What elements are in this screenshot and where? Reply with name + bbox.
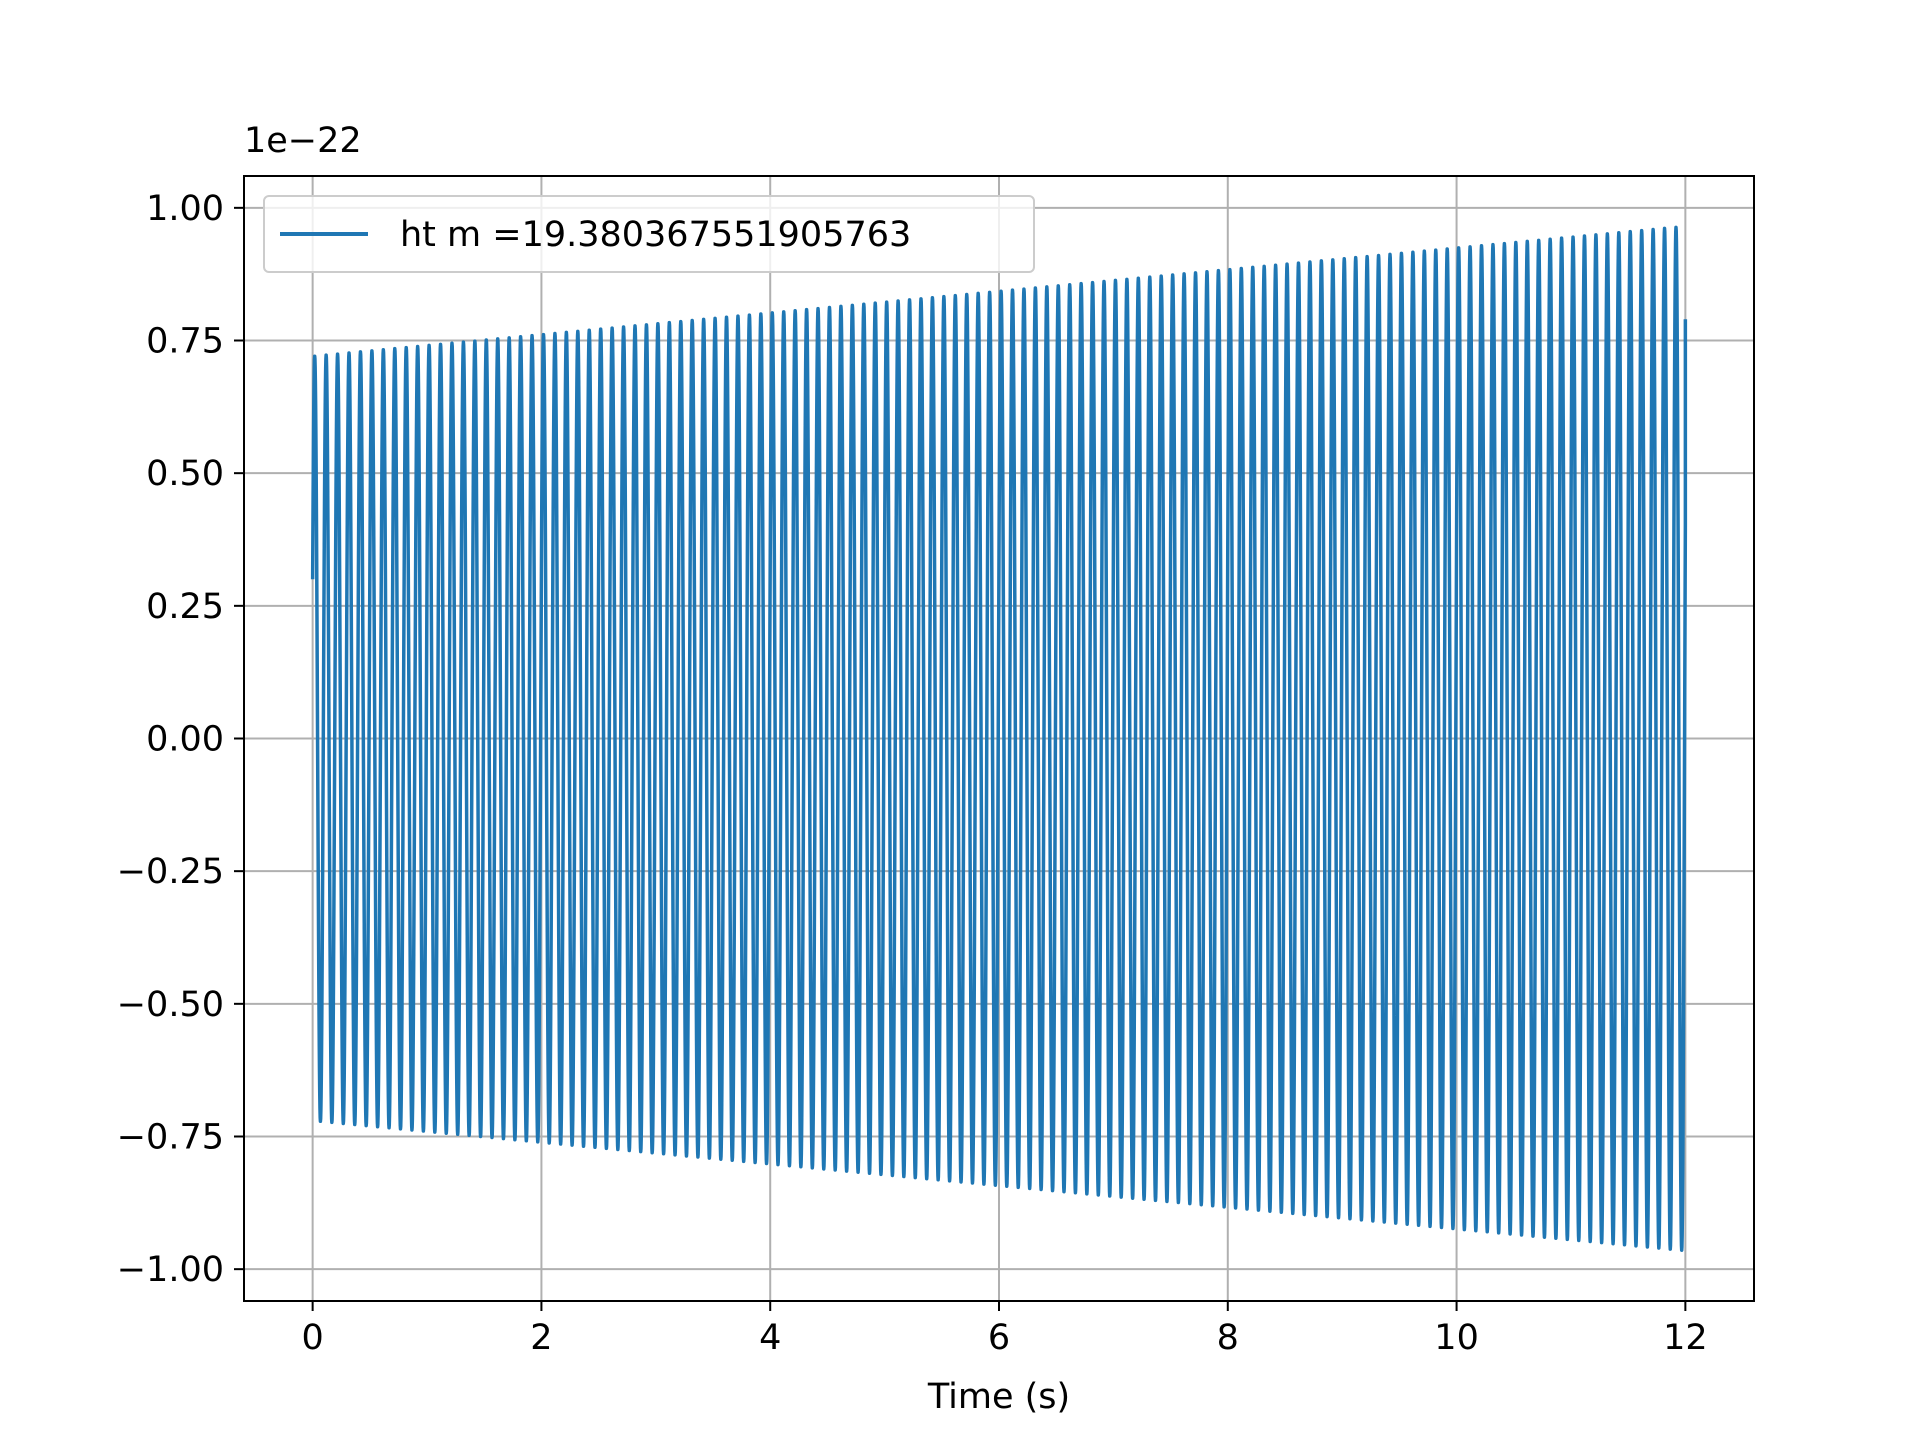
y-tick-label: 0.50 xyxy=(146,454,224,494)
legend-box xyxy=(263,195,1035,273)
y-tick-label: 1.00 xyxy=(146,189,224,229)
series-layer xyxy=(310,225,1688,1252)
x-tick-label: 8 xyxy=(1217,1318,1239,1358)
x-axis: 0 2 4 6 8 10 12 xyxy=(301,1301,1708,1358)
y-tick-label: −0.50 xyxy=(117,985,224,1025)
x-tick-label: 0 xyxy=(301,1318,323,1358)
legend-label: ht m =19.380367551905763 xyxy=(400,215,911,255)
y-axis: 1.00 0.75 0.50 0.25 0.00 −0.25 −0.50 −0.75 −1.00 xyxy=(117,189,244,1290)
y-tick-label: 0.00 xyxy=(146,720,224,760)
series-line xyxy=(310,225,1688,1252)
legend: ht m =19.380367551905763 xyxy=(263,195,1035,273)
x-tick-label: 4 xyxy=(759,1318,781,1358)
y-axis-offset-label: 1e−22 xyxy=(244,121,362,161)
y-tick-label: −0.25 xyxy=(117,852,224,892)
y-tick-label: −1.00 xyxy=(117,1250,224,1290)
x-tick-label: 2 xyxy=(530,1318,552,1358)
x-tick-label: 12 xyxy=(1663,1318,1708,1358)
y-tick-label: 0.75 xyxy=(146,322,224,362)
x-tick-label: 10 xyxy=(1434,1318,1479,1358)
y-tick-label: 0.25 xyxy=(146,587,224,627)
y-tick-label: −0.75 xyxy=(117,1117,224,1157)
x-tick-label: 6 xyxy=(988,1318,1010,1358)
x-axis-label: Time (s) xyxy=(927,1377,1070,1417)
